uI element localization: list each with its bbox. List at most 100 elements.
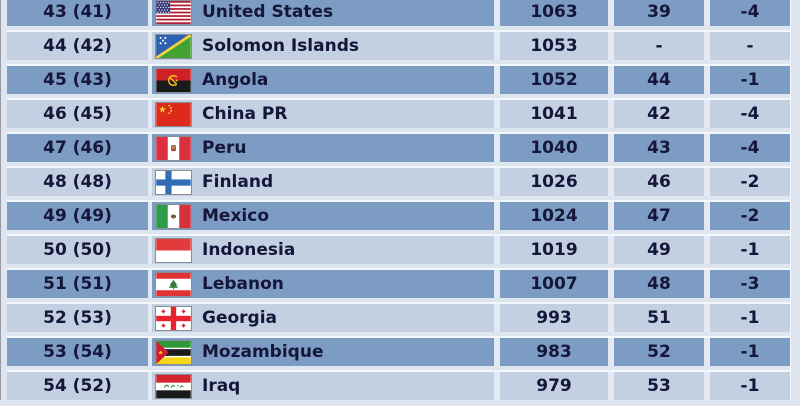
- team-cell: Mozambique: [148, 338, 494, 366]
- team-cell: Mexico: [148, 202, 494, 230]
- table-row: 45 (43) Angola 1052 44 -1: [7, 66, 790, 94]
- change-cell: -1: [704, 372, 790, 400]
- rank-cell: 45 (43): [7, 66, 148, 94]
- alt-rank-cell: 42: [608, 100, 704, 128]
- change-cell: -1: [704, 304, 790, 332]
- alt-rank-cell: 43: [608, 134, 704, 162]
- rating-cell: 979: [494, 372, 608, 400]
- team-name: Lebanon: [202, 274, 284, 294]
- team-cell: United States: [148, 0, 494, 26]
- rank-cell: 47 (46): [7, 134, 148, 162]
- team-wrap: China PR: [152, 100, 494, 128]
- team-name: China PR: [202, 104, 288, 124]
- table-row: 54 (52) Iraq 979 53 -1: [7, 372, 790, 400]
- rating-cell: 983: [494, 338, 608, 366]
- flag-icon-angola: [155, 67, 192, 93]
- table-row: 51 (51) Lebanon 1007 48 -3: [7, 270, 790, 298]
- change-cell: -1: [704, 236, 790, 264]
- change-cell: -4: [704, 100, 790, 128]
- change-cell: -2: [704, 168, 790, 196]
- table-row: 53 (54) Mozambique 983 52 -1: [7, 338, 790, 366]
- team-name: Finland: [202, 172, 274, 192]
- flag-icon-finland: [155, 169, 192, 195]
- team-name: United States: [202, 2, 334, 22]
- team-name: Solomon Islands: [202, 36, 359, 56]
- team-wrap: Lebanon: [152, 270, 494, 298]
- change-cell: -4: [704, 134, 790, 162]
- alt-rank-cell: 49: [608, 236, 704, 264]
- change-cell: -: [704, 32, 790, 60]
- team-wrap: United States: [152, 0, 494, 26]
- rank-cell: 48 (48): [7, 168, 148, 196]
- team-name: Indonesia: [202, 240, 296, 260]
- rank-cell: 53 (54): [7, 338, 148, 366]
- flag-icon-indonesia: [155, 237, 192, 263]
- rating-cell: 1026: [494, 168, 608, 196]
- rank-cell: 51 (51): [7, 270, 148, 298]
- table-row: 49 (49) Mexico 1024 47 -2: [7, 202, 790, 230]
- team-wrap: Finland: [152, 168, 494, 196]
- flag-icon-iraq: [155, 373, 192, 399]
- change-cell: -1: [704, 338, 790, 366]
- table-row: 48 (48) Finland 1026 46 -2: [7, 168, 790, 196]
- team-wrap: Mozambique: [152, 338, 494, 366]
- rating-cell: 1040: [494, 134, 608, 162]
- rating-cell: 1024: [494, 202, 608, 230]
- rating-cell: 1019: [494, 236, 608, 264]
- change-cell: -1: [704, 66, 790, 94]
- team-cell: Peru: [148, 134, 494, 162]
- team-wrap: Georgia: [152, 304, 494, 332]
- rating-cell: 1052: [494, 66, 608, 94]
- alt-rank-cell: 44: [608, 66, 704, 94]
- team-wrap: Peru: [152, 134, 494, 162]
- ranking-table: 43 (41) United States 1063 39 -4 44 (42) Solom…: [7, 0, 790, 406]
- rank-cell: 43 (41): [7, 0, 148, 26]
- rating-cell: 1041: [494, 100, 608, 128]
- left-border-strip: [0, 0, 7, 400]
- team-cell: Iraq: [148, 372, 494, 400]
- alt-rank-cell: 47: [608, 202, 704, 230]
- rank-cell: 44 (42): [7, 32, 148, 60]
- alt-rank-cell: 46: [608, 168, 704, 196]
- team-cell: Indonesia: [148, 236, 494, 264]
- rating-cell: 1053: [494, 32, 608, 60]
- table-row: 44 (42) Solomon Islands 1053- -: [7, 32, 790, 60]
- table-row: 43 (41) United States 1063 39 -4: [7, 0, 790, 26]
- team-name: Iraq: [202, 376, 241, 396]
- team-cell: China PR: [148, 100, 494, 128]
- change-cell: -3: [704, 270, 790, 298]
- team-name: Mexico: [202, 206, 269, 226]
- flag-icon-solomon-islands: [155, 33, 192, 59]
- table-row: 47 (46) Peru 1040 43 -4: [7, 134, 790, 162]
- change-cell: -2: [704, 202, 790, 230]
- right-border-strip: [790, 0, 800, 400]
- team-wrap: Indonesia: [152, 236, 494, 264]
- team-cell: Finland: [148, 168, 494, 196]
- team-cell: Angola: [148, 66, 494, 94]
- alt-rank-cell: -: [608, 32, 704, 60]
- team-name: Peru: [202, 138, 247, 158]
- flag-icon-lebanon: [155, 271, 192, 297]
- team-name: Mozambique: [202, 342, 324, 362]
- alt-rank-cell: 48: [608, 270, 704, 298]
- team-name: Georgia: [202, 308, 278, 328]
- table-row: 46 (45) China PR 1041 42 -4: [7, 100, 790, 128]
- alt-rank-cell: 52: [608, 338, 704, 366]
- flag-icon-mexico: [155, 203, 192, 229]
- rating-cell: 1063: [494, 0, 608, 26]
- rank-cell: 54 (52): [7, 372, 148, 400]
- team-wrap: Mexico: [152, 202, 494, 230]
- flag-icon-mozambique: [155, 339, 192, 365]
- rank-cell: 49 (49): [7, 202, 148, 230]
- team-wrap: Angola: [152, 66, 494, 94]
- flag-icon-georgia: [155, 305, 192, 331]
- flag-icon-peru: [155, 135, 192, 161]
- rank-cell: 46 (45): [7, 100, 148, 128]
- alt-rank-cell: 39: [608, 0, 704, 26]
- ranking-table-body: 43 (41) United States 1063 39 -4 44 (42) Solom…: [7, 0, 790, 400]
- rating-cell: 993: [494, 304, 608, 332]
- team-cell: Solomon Islands: [148, 32, 494, 60]
- rank-cell: 50 (50): [7, 236, 148, 264]
- alt-rank-cell: 51: [608, 304, 704, 332]
- rating-cell: 1007: [494, 270, 608, 298]
